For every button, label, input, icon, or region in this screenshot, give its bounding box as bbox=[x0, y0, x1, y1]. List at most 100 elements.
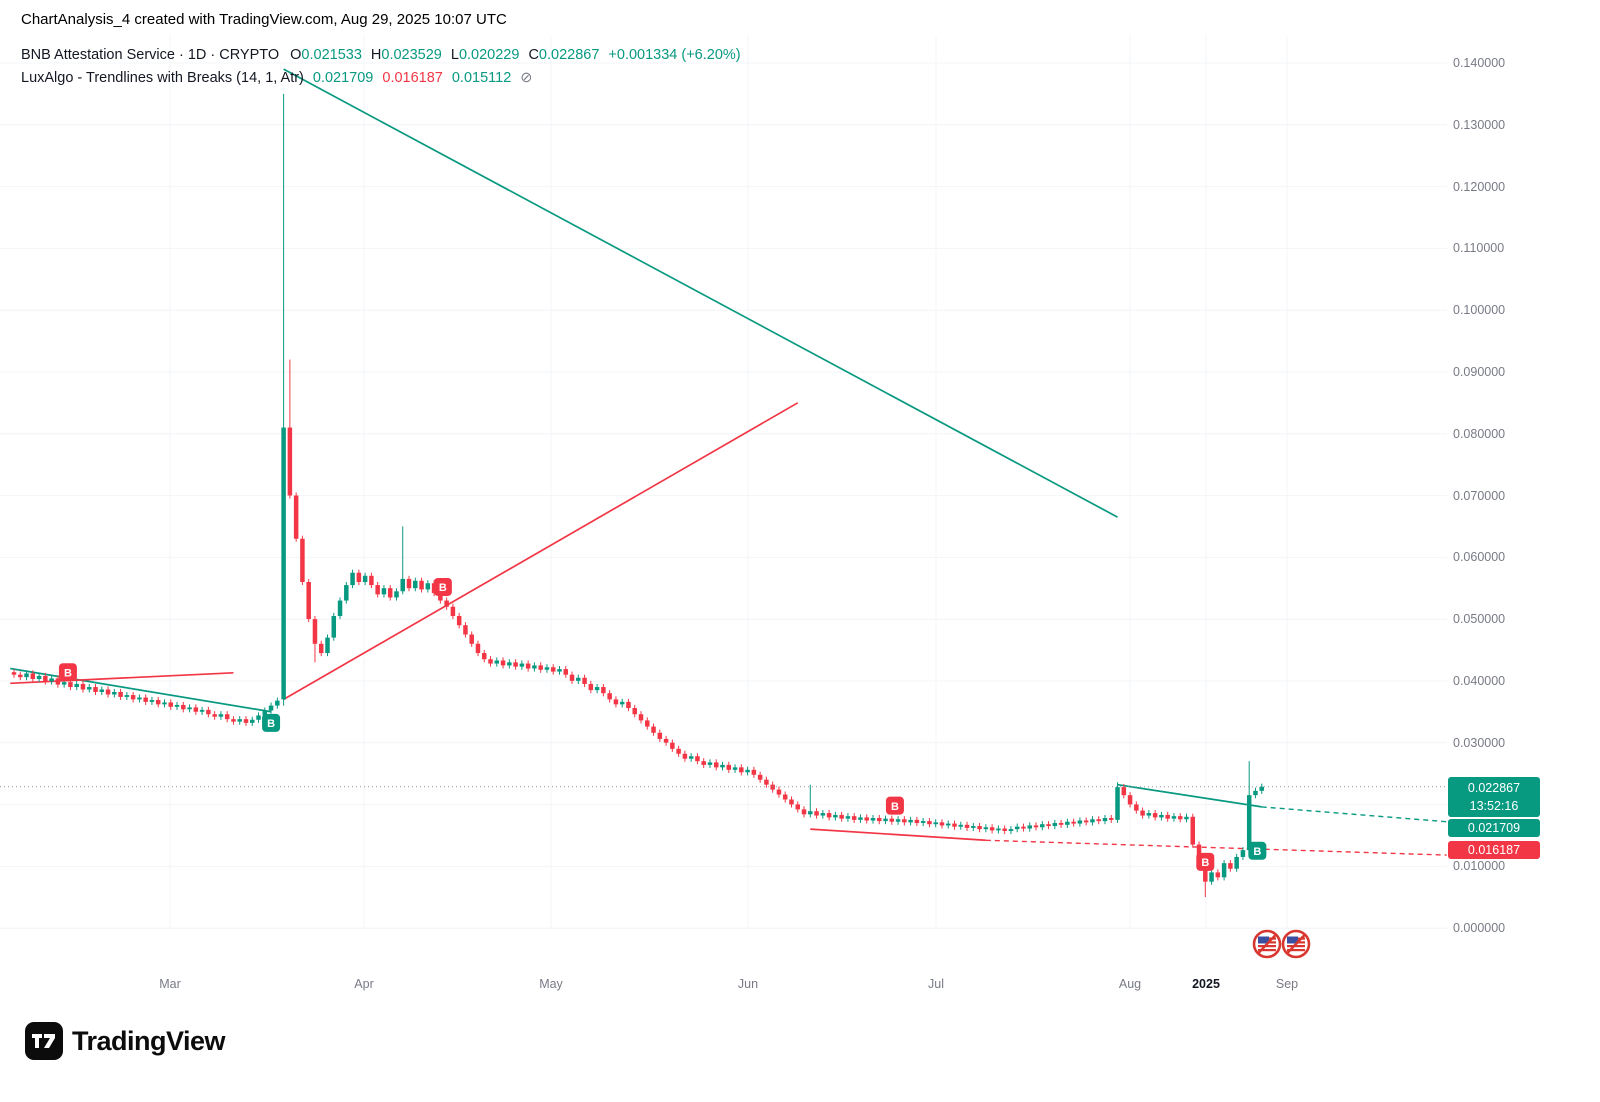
indicator-lower-value: 0.016187 bbox=[382, 70, 443, 86]
candle-body bbox=[902, 819, 907, 823]
candle-body bbox=[350, 572, 355, 586]
candle-body bbox=[281, 427, 286, 700]
candle-body bbox=[24, 673, 29, 678]
candle-body bbox=[927, 821, 932, 825]
candle-body bbox=[306, 582, 311, 620]
candle-body bbox=[601, 687, 606, 694]
symbol-title[interactable]: BNB Attestation Service · 1D · CRYPTO bbox=[21, 47, 280, 63]
candle-body bbox=[237, 719, 242, 722]
candle-body bbox=[1065, 821, 1070, 825]
candle-body bbox=[162, 702, 167, 705]
candle-body bbox=[952, 823, 957, 827]
candle-body bbox=[293, 495, 299, 539]
candle-body bbox=[676, 748, 681, 754]
candle-body bbox=[513, 662, 518, 667]
candle-body bbox=[1002, 828, 1007, 831]
upper-trendline-badge: 0.021709 bbox=[1448, 819, 1540, 837]
candle-body bbox=[1033, 825, 1039, 828]
trendline[interactable] bbox=[810, 828, 986, 842]
candle-body bbox=[381, 588, 387, 595]
candle-body bbox=[670, 742, 675, 749]
candle-body bbox=[569, 674, 575, 681]
close-value: 0.022867 bbox=[538, 47, 600, 63]
candle-body bbox=[789, 799, 794, 805]
low-label: L bbox=[450, 47, 459, 63]
candle-body bbox=[43, 675, 48, 682]
tradingview-brand[interactable]: TradingView bbox=[25, 1022, 226, 1060]
candle-body bbox=[300, 538, 305, 582]
trendline[interactable] bbox=[1261, 806, 1447, 823]
trendline[interactable] bbox=[283, 68, 1118, 518]
candle-body bbox=[739, 767, 744, 773]
break-marker: B bbox=[58, 663, 77, 682]
candle-body bbox=[839, 814, 844, 819]
symbol-info-bar[interactable]: BNB Attestation Service · 1D · CRYPTO O0.… bbox=[21, 47, 741, 63]
candle-body bbox=[663, 738, 669, 743]
break-marker: B bbox=[433, 577, 452, 596]
candle-body bbox=[613, 699, 619, 705]
candle-body bbox=[657, 732, 663, 739]
candle-body bbox=[745, 769, 750, 773]
chart-watermark-title: ChartAnalysis_4 created with TradingView… bbox=[21, 11, 507, 28]
close-label: C bbox=[528, 47, 539, 63]
last-price-badge: 0.022867 13:52:16 bbox=[1448, 777, 1540, 817]
candle-body bbox=[174, 704, 180, 707]
candle-body bbox=[1196, 844, 1202, 861]
candle-body bbox=[538, 665, 543, 670]
candle-body bbox=[764, 779, 769, 785]
candle-body bbox=[1177, 816, 1183, 820]
candle-body bbox=[588, 683, 594, 691]
candle-body bbox=[651, 726, 656, 733]
indicator-disabled-icon[interactable]: ⊘ bbox=[520, 70, 533, 86]
candle-body bbox=[808, 811, 813, 815]
candle-body bbox=[356, 572, 362, 582]
indicator-title[interactable]: LuxAlgo - Trendlines with Breaks (14, 1,… bbox=[21, 70, 304, 86]
candle-body bbox=[218, 714, 224, 717]
flag-icon bbox=[1281, 929, 1311, 959]
candle-body bbox=[751, 769, 757, 775]
candle-body bbox=[344, 585, 349, 601]
candle-body bbox=[318, 643, 324, 654]
indicator-info-bar[interactable]: LuxAlgo - Trendlines with Breaks (14, 1,… bbox=[21, 70, 532, 86]
candle-body bbox=[557, 669, 562, 672]
candle-body bbox=[607, 693, 612, 700]
candle-body bbox=[112, 691, 117, 695]
candle-body bbox=[645, 720, 650, 727]
candle-body bbox=[482, 653, 487, 660]
candle-body bbox=[80, 683, 86, 690]
trendline[interactable] bbox=[283, 402, 799, 701]
candle-body bbox=[1152, 813, 1158, 818]
candle-body bbox=[757, 774, 763, 780]
svg-text:B: B bbox=[1201, 857, 1209, 869]
candle-body bbox=[1134, 804, 1139, 811]
candle-body bbox=[1190, 816, 1196, 845]
candle-body bbox=[243, 719, 249, 723]
low-value: 0.020229 bbox=[458, 47, 520, 63]
candle-body bbox=[1115, 787, 1120, 820]
candle-body bbox=[1109, 818, 1114, 820]
candle-body bbox=[362, 575, 368, 582]
trendline[interactable] bbox=[985, 839, 1447, 856]
candle-body bbox=[638, 714, 644, 721]
candle-body bbox=[394, 591, 399, 598]
candle-body bbox=[105, 689, 111, 695]
candle-body bbox=[726, 764, 732, 770]
trendline[interactable] bbox=[10, 671, 234, 685]
candle-body bbox=[820, 813, 826, 816]
candle-body bbox=[1008, 829, 1014, 831]
trendline[interactable] bbox=[10, 667, 272, 713]
candle-body bbox=[958, 824, 964, 827]
candle-body bbox=[1077, 820, 1083, 824]
candle-body bbox=[369, 575, 374, 586]
candle-body bbox=[858, 817, 863, 820]
candle-body bbox=[519, 663, 525, 667]
candle-body bbox=[701, 761, 706, 765]
candle-body bbox=[469, 634, 474, 644]
candle-body bbox=[331, 615, 337, 638]
break-marker: B bbox=[885, 796, 904, 815]
candle-body bbox=[438, 593, 443, 601]
candle-body bbox=[933, 822, 938, 825]
candle-body bbox=[688, 756, 694, 759]
trendline[interactable] bbox=[1117, 783, 1262, 808]
